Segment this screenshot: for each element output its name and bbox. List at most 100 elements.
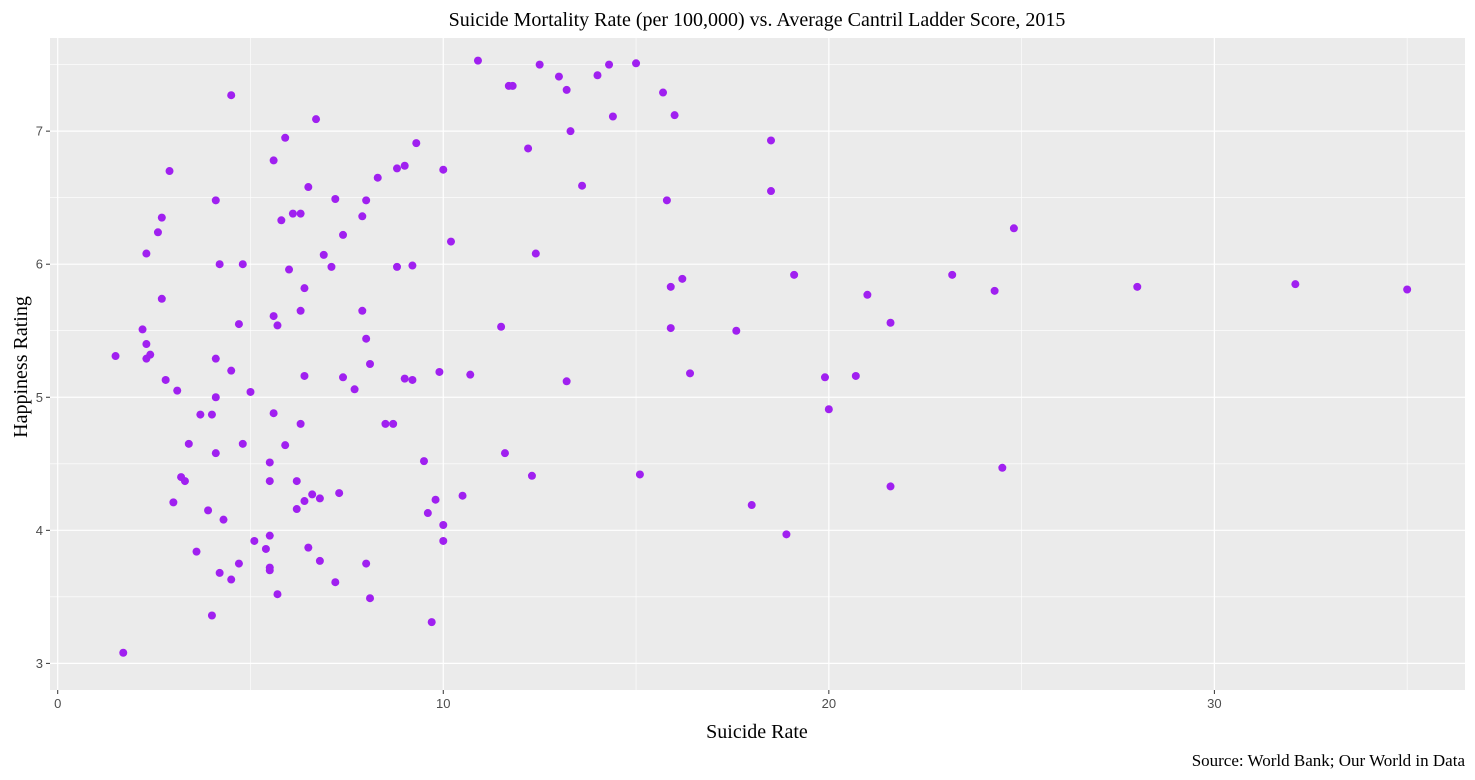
data-point: [524, 144, 533, 153]
data-points: [111, 56, 1412, 657]
data-point: [431, 495, 440, 504]
data-point: [350, 385, 359, 394]
data-point: [315, 556, 324, 565]
data-point: [234, 559, 243, 568]
data-point: [427, 618, 436, 627]
data-point: [670, 111, 679, 120]
data-point: [219, 515, 228, 524]
data-point: [281, 133, 290, 142]
data-point: [766, 136, 775, 145]
data-point: [531, 249, 540, 258]
data-point: [393, 164, 402, 173]
data-point: [373, 173, 382, 182]
data-point: [184, 439, 193, 448]
data-point: [227, 366, 236, 375]
data-point: [458, 491, 467, 500]
data-point: [562, 377, 571, 386]
data-point: [662, 196, 671, 205]
data-point: [196, 410, 205, 419]
data-point: [173, 386, 182, 395]
chart-caption: Source: World Bank; Our World in Data: [1192, 751, 1466, 770]
y-axis-title: Happiness Rating: [10, 296, 32, 438]
data-point: [288, 209, 297, 218]
data-point: [1403, 285, 1412, 294]
data-point: [331, 578, 340, 587]
data-point: [119, 648, 128, 657]
data-point: [246, 387, 255, 396]
data-point: [312, 115, 321, 124]
data-point: [747, 501, 756, 510]
data-point: [408, 261, 417, 270]
data-point: [339, 230, 348, 239]
data-point: [111, 352, 120, 361]
data-point: [608, 112, 617, 121]
x-axis-ticks: 0 10 20 30: [54, 690, 1222, 711]
data-point: [948, 270, 957, 279]
data-point: [666, 324, 675, 333]
data-point: [605, 60, 614, 69]
data-point: [886, 482, 895, 491]
data-point: [296, 306, 305, 315]
data-point: [393, 262, 402, 271]
data-point: [578, 181, 587, 190]
y-tick-label: 3: [36, 656, 43, 671]
data-point: [265, 477, 274, 486]
data-point: [400, 374, 409, 383]
data-point: [211, 196, 220, 205]
data-point: [265, 531, 274, 540]
data-point: [238, 260, 247, 269]
data-point: [389, 419, 398, 428]
data-point: [142, 340, 151, 349]
data-point: [273, 321, 282, 330]
data-point: [659, 88, 668, 97]
data-point: [300, 284, 309, 293]
data-point: [273, 590, 282, 599]
data-point: [285, 265, 294, 274]
data-point: [204, 506, 213, 515]
data-point: [632, 59, 641, 68]
data-point: [439, 536, 448, 545]
data-point: [215, 568, 224, 577]
y-axis-ticks: 3 4 5 6 7: [36, 124, 50, 671]
y-tick-label: 6: [36, 257, 43, 272]
data-point: [500, 449, 509, 458]
data-point: [678, 274, 687, 283]
data-point: [527, 471, 536, 480]
data-point: [142, 249, 151, 258]
data-point: [261, 544, 270, 553]
data-point: [211, 393, 220, 402]
data-point: [315, 494, 324, 503]
data-point: [161, 375, 170, 384]
data-point: [304, 543, 313, 552]
data-point: [308, 490, 317, 499]
data-point: [1009, 224, 1018, 233]
y-tick-label: 7: [36, 124, 43, 139]
data-point: [439, 521, 448, 530]
data-point: [362, 196, 371, 205]
data-point: [269, 312, 278, 321]
data-point: [358, 212, 367, 221]
data-point: [824, 405, 833, 414]
data-point: [207, 611, 216, 620]
data-point: [153, 228, 162, 237]
data-point: [300, 371, 309, 380]
data-point: [863, 290, 872, 299]
data-point: [211, 449, 220, 458]
y-tick-label: 5: [36, 390, 43, 405]
data-point: [782, 530, 791, 539]
data-point: [412, 139, 421, 148]
data-point: [296, 209, 305, 218]
data-point: [142, 354, 151, 363]
data-point: [269, 409, 278, 418]
data-point: [732, 326, 741, 335]
data-point: [331, 195, 340, 204]
data-point: [473, 56, 482, 65]
data-point: [439, 165, 448, 174]
grid-lines: [50, 38, 1465, 690]
x-tick-label: 10: [436, 696, 450, 711]
data-point: [366, 594, 375, 603]
data-point: [419, 457, 428, 466]
data-point: [666, 282, 675, 291]
data-point: [381, 419, 390, 428]
